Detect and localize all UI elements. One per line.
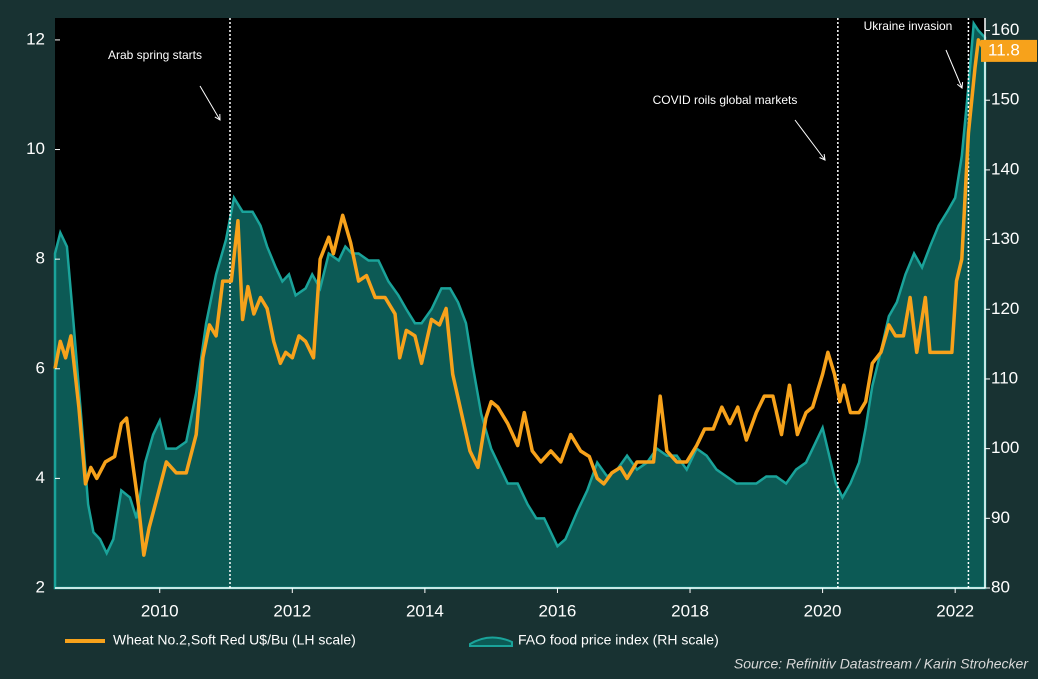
source: Source: Refinitiv Datastream / Karin Str…: [734, 656, 1029, 672]
annotation: Arab spring starts: [108, 48, 202, 62]
x-tick-label: 2018: [671, 601, 709, 620]
annotation-arrow: [945, 49, 963, 89]
event-layer: Arab spring starts COVID roils global mar…: [108, 18, 970, 588]
y2-tick-label: 160: [991, 20, 1019, 39]
x-tick-label: 2016: [539, 601, 577, 620]
area: [53, 19, 987, 590]
y-tick-label: 10: [26, 139, 45, 158]
y2-tick-label: 150: [991, 90, 1019, 109]
annotation-arrow: [794, 119, 826, 161]
y2-tick-label: 140: [991, 159, 1019, 178]
y2-tick-label: 90: [991, 508, 1010, 527]
annotation: Ukraine invasion: [864, 19, 953, 33]
arrow-head: [956, 81, 964, 89]
y2-tick-label: 120: [991, 299, 1019, 318]
y2-tick-label: 80: [991, 577, 1010, 596]
legend-label: Wheat No.2,Soft Red U$/Bu (LH scale): [113, 632, 356, 648]
x-tick-label: 2022: [936, 601, 974, 620]
arrow-head: [819, 153, 826, 161]
line: [53, 38, 987, 557]
line-layer: [53, 38, 987, 557]
y2-tick-label: 110: [991, 368, 1018, 387]
x-tick-label: 2012: [273, 601, 311, 620]
y-tick-label: 4: [36, 468, 45, 487]
y-tick-label: 12: [26, 29, 45, 48]
legend-label: FAO food price index (RH scale): [518, 632, 719, 648]
y2-tick-label: 130: [991, 229, 1019, 248]
x-tick-label: 2020: [804, 601, 842, 620]
area-layer: [53, 19, 987, 590]
y-tick-label: 6: [36, 358, 45, 377]
x-tick-label: 2010: [141, 601, 179, 620]
y-tick-label: 8: [36, 249, 45, 268]
annotation: COVID roils global markets: [653, 93, 798, 107]
x-tick-label: 2014: [406, 601, 444, 620]
annotation-arrow: [199, 85, 221, 121]
arrow-head: [214, 113, 221, 121]
value-flag: [981, 39, 1037, 62]
axis-layer: 2 4 6 8 10 12 80 90 100 110 120 130 140 150 160 2010 201…: [26, 18, 1037, 620]
legend-swatch: [469, 636, 513, 647]
y-tick-label: 2: [36, 577, 45, 596]
y2-tick-label: 100: [991, 438, 1019, 457]
value-label: 11.8: [988, 40, 1020, 59]
